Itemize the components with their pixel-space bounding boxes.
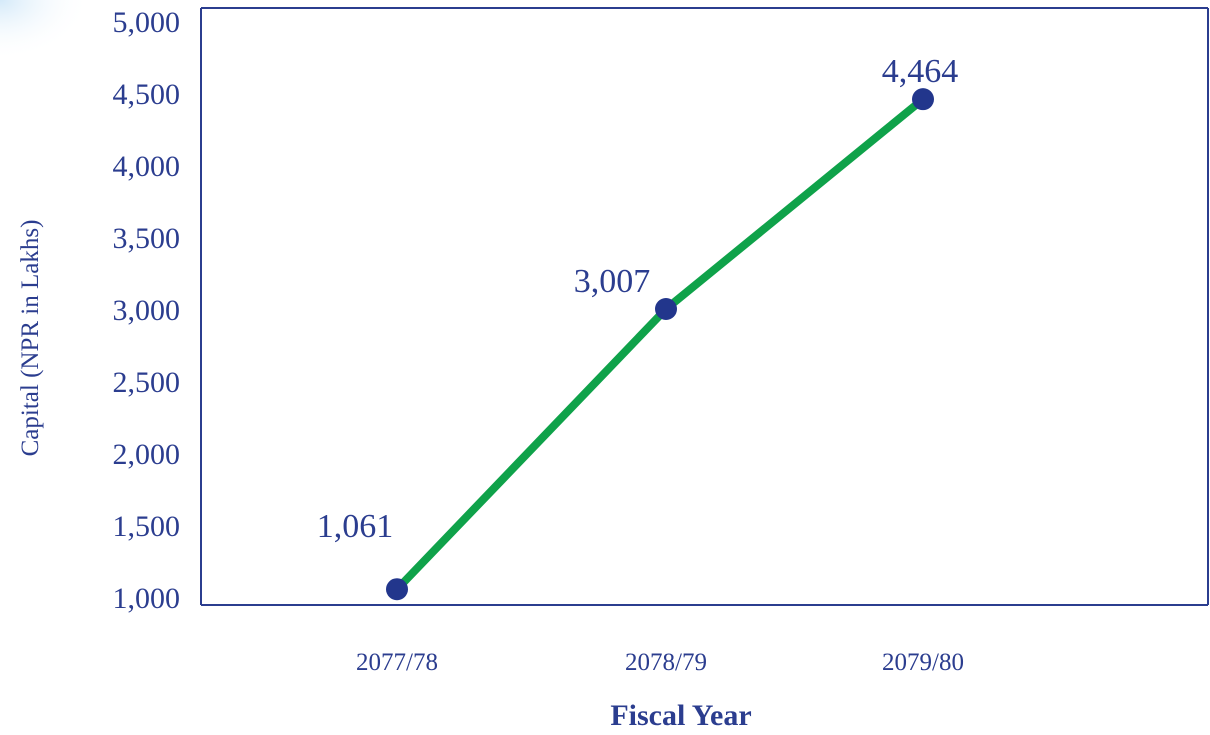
data-point-marker <box>912 88 934 111</box>
y-tick-label: 4,500 <box>113 78 181 111</box>
y-tick-label: 2,000 <box>113 438 181 471</box>
data-point-marker <box>655 297 677 320</box>
y-axis-title: Capital (NPR in Lakhs) <box>17 220 44 457</box>
y-tick-label: 3,500 <box>113 222 181 255</box>
x-axis-title: Fiscal Year <box>610 699 751 732</box>
x-tick-label: 2079/80 <box>882 649 964 676</box>
y-axis-ticks: 1,000 1,500 2,000 2,500 3,000 3,500 4,000 4,500… <box>113 6 181 615</box>
plot-frame <box>200 7 1209 606</box>
y-tick-label: 1,500 <box>113 510 181 543</box>
x-axis-ticks: 2077/78 2078/79 2079/80 <box>356 649 964 676</box>
x-tick-label: 2077/78 <box>356 649 438 676</box>
y-tick-label: 3,000 <box>113 294 181 327</box>
data-point-marker <box>386 578 408 601</box>
data-label: 1,061 <box>317 508 394 545</box>
y-tick-label: 4,000 <box>113 150 181 183</box>
y-tick-label: 2,500 <box>113 366 181 399</box>
corner-wash-decoration <box>0 0 90 60</box>
y-tick-label: 1,000 <box>113 582 181 615</box>
x-tick-label: 2078/79 <box>625 649 707 676</box>
data-label: 3,007 <box>574 263 651 300</box>
series-group <box>386 88 934 601</box>
y-tick-label: 5,000 <box>113 6 181 39</box>
data-labels-group: 1,061 3,007 4,464 <box>317 53 959 545</box>
data-label: 4,464 <box>882 53 959 90</box>
